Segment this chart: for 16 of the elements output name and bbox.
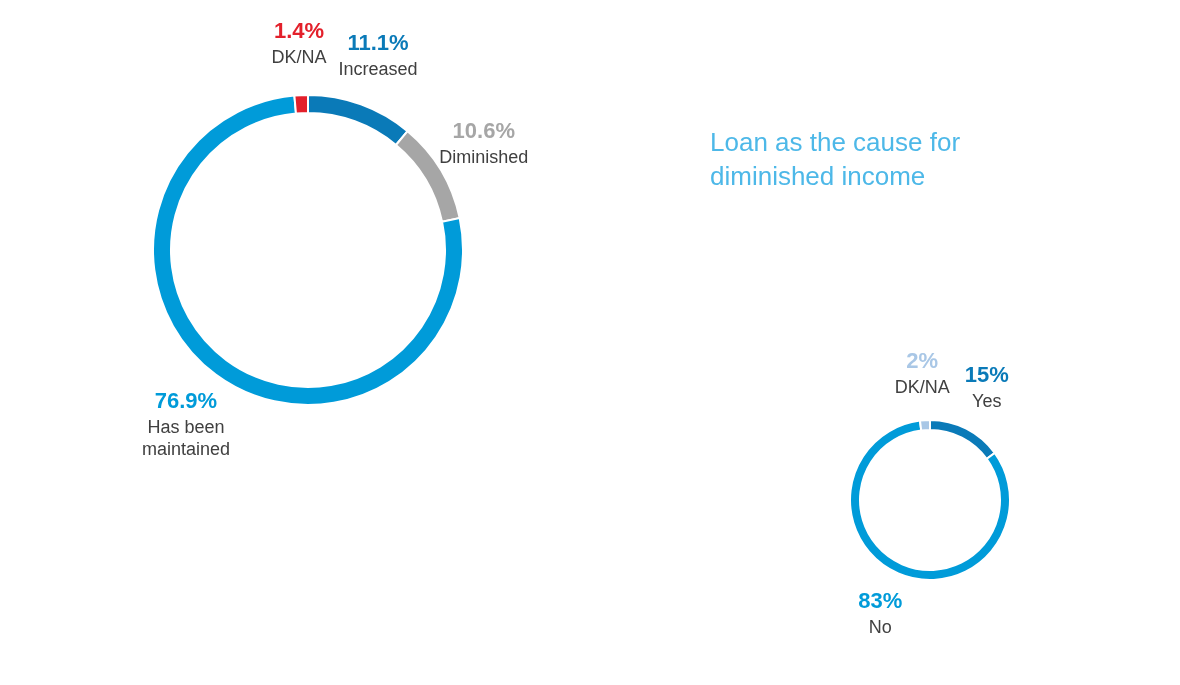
slice-label: Yes <box>972 390 1002 411</box>
slice-label: Has been maintained <box>141 416 230 459</box>
slice-label: Increased <box>338 59 418 80</box>
data-label: 10.6% <box>452 117 515 143</box>
slice-label: DK/NA <box>271 47 327 68</box>
chart-title: Loan as the cause for diminished income <box>710 127 961 191</box>
data-label: 15% <box>964 361 1009 387</box>
data-label: 76.9% <box>154 387 218 413</box>
donut-slice <box>849 419 1011 581</box>
slice-label: DK/NA <box>894 377 950 398</box>
data-label: 1.4% <box>273 18 325 44</box>
data-label: 2% <box>906 348 939 374</box>
slice-label: No <box>868 616 892 637</box>
data-label: 83% <box>858 587 903 613</box>
data-label: 11.1% <box>347 30 409 56</box>
slice-label: Diminished <box>439 146 529 167</box>
